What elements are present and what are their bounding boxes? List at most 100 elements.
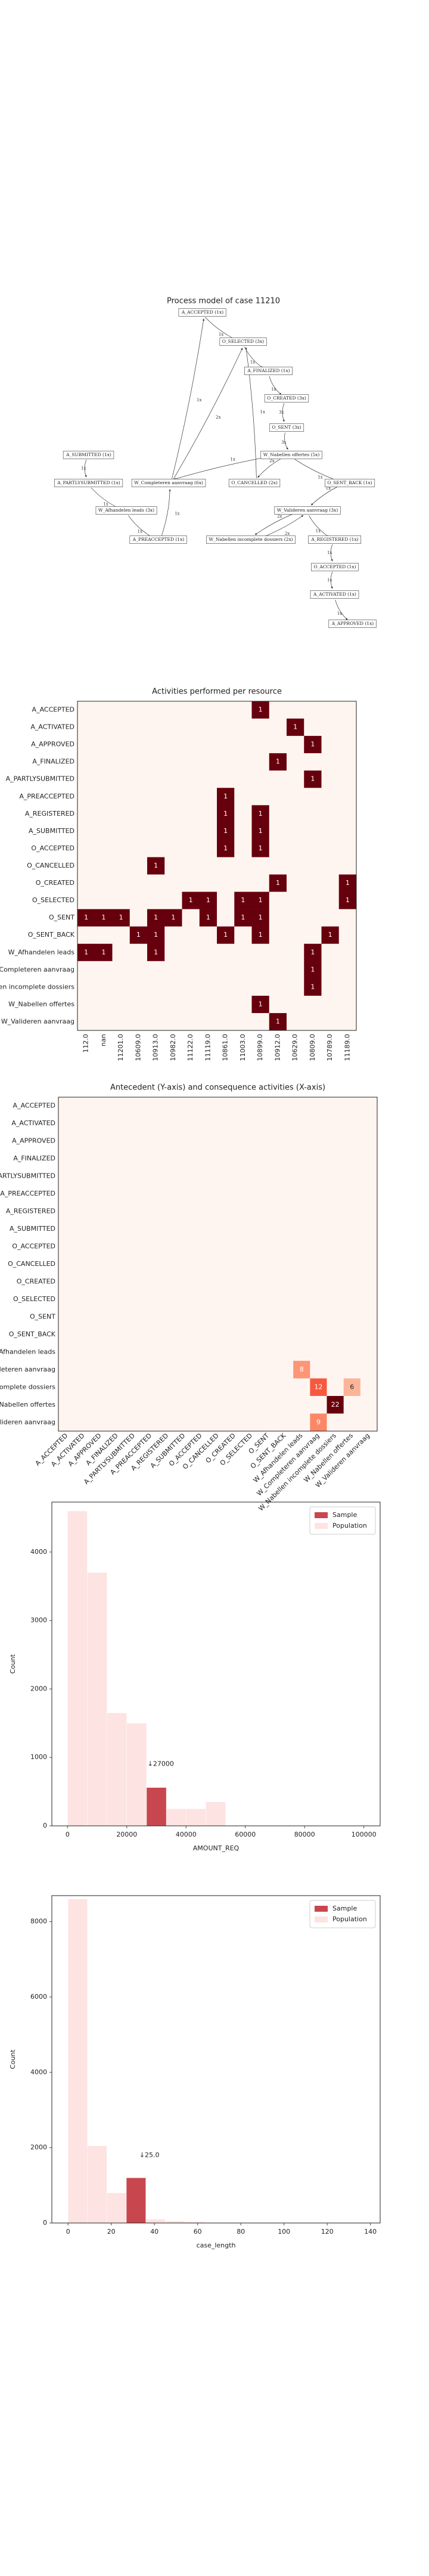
heatmap-cell [287,909,304,927]
cell-label: 1 [259,914,263,921]
heatmap-cell [129,995,148,1014]
x-tick-label: 80000 [294,1831,315,1838]
edge-label: 1x [197,398,201,402]
heatmap-cell [75,1202,92,1221]
heatmap-cell [77,770,95,788]
heatmap-cell [217,891,235,909]
heatmap-cell [142,1378,160,1397]
heatmap-cell [293,1132,310,1150]
heatmap-cell [276,1378,294,1397]
heatmap-cell [192,1308,210,1326]
heatmap-cell [75,1220,92,1239]
heatmap-cell [75,1378,92,1397]
heatmap-cell [293,1272,310,1291]
heatmap-cell [287,857,304,875]
heatmap-cell [269,719,287,736]
heatmap-cell [95,978,113,996]
heatmap-cell [243,1167,260,1185]
heatmap-cell [108,1255,126,1274]
heatmap-cell [129,874,148,892]
heatmap-cell [77,926,95,945]
cell-label: 1 [241,896,245,904]
y-tick-label: W_Nabellen incomplete dossiers [0,1383,55,1391]
heatmap-cell [129,701,148,719]
heatmap-cell [129,840,148,857]
x-tick-label: 112.0 [82,1034,90,1053]
heatmap-cell [176,1150,193,1168]
heatmap-cell [199,1013,217,1031]
heatmap-cell [129,961,148,979]
heatmap-cell [234,805,252,823]
heatmap-cell [304,822,322,840]
heatmap-cell [182,788,200,806]
heatmap-cell [243,1185,260,1203]
node: O_CREATED (3x) [264,394,309,402]
heatmap-cell [164,805,182,823]
y-tick-label: O_SENT_BACK [9,1330,56,1338]
heatmap-cell [95,891,113,909]
heatmap-cell [293,1255,310,1274]
heatmap-cell [125,1378,143,1397]
heatmap-cell [77,995,95,1014]
node: A_FINALIZED (1x) [244,367,293,375]
heatmap-cell [142,1150,160,1168]
y-tick-label: O_SENT [49,914,74,921]
heatmap-cell [199,822,217,840]
heatmap-cell [293,1237,310,1256]
y-tick-label: 0 [43,1822,47,1829]
node: O_SENT (3x) [269,423,304,432]
heatmap-cell [217,874,235,892]
node-box [324,479,375,487]
heatmap-cell [251,961,270,979]
heatmap-cell [276,1308,294,1326]
heatmap-cell [142,1343,160,1361]
heatmap-cell [112,840,130,857]
heatmap-cell [158,1308,176,1326]
heatmap-cell [75,1237,92,1256]
heatmap-cell [75,1097,92,1115]
heatmap-cell [321,961,340,979]
heatmap-cell [112,909,130,927]
heatmap-cell [125,1220,143,1239]
node-label: O_SENT_BACK (1x) [327,480,372,485]
heatmap-cell [125,1308,143,1326]
legend-label: Population [332,1915,367,1923]
heatmap-cell [338,701,357,719]
heatmap-cell [338,1013,357,1031]
heatmap-cell [209,1185,226,1203]
cell-label: 1 [276,879,280,887]
heatmap-cell [338,753,357,771]
cell-label: 1 [84,948,88,956]
heatmap-cell [234,840,252,857]
heatmap-cell [321,874,340,892]
x-tick-label: 20 [107,2228,116,2236]
heatmap-cell [58,1378,76,1397]
heatmap-cell [158,1396,176,1414]
heatmap-cell [217,857,235,875]
heatmap-cell [176,1132,193,1150]
legend-swatch [315,1523,328,1529]
heatmap-cell [321,943,340,962]
heatmap-cell [192,1343,210,1361]
heatmap-cell [209,1132,226,1150]
heatmap-cell [192,1272,210,1291]
heatmap-cell [147,943,165,962]
heatmap-cell [327,1290,344,1308]
node: A_PREACCEPTED (1x) [129,535,187,544]
y-tick-label: W_Valideren aanvraag [1,1017,74,1025]
cell-label: 1 [310,775,315,783]
y-tick-label: 4000 [30,1548,47,1556]
heatmap-cell [92,1308,109,1326]
heatmap-cell [92,1272,109,1291]
heatmap-cell [77,719,95,736]
heatmap-cell [77,805,95,823]
heatmap-cell [209,1097,226,1115]
heatmap-cell [158,1185,176,1203]
heatmap-cell [287,788,304,806]
heatmap-cell [142,1308,160,1326]
edge [284,432,288,450]
node-box [178,308,226,317]
heatmap-cell [192,1237,210,1256]
heatmap-cell [217,909,235,927]
